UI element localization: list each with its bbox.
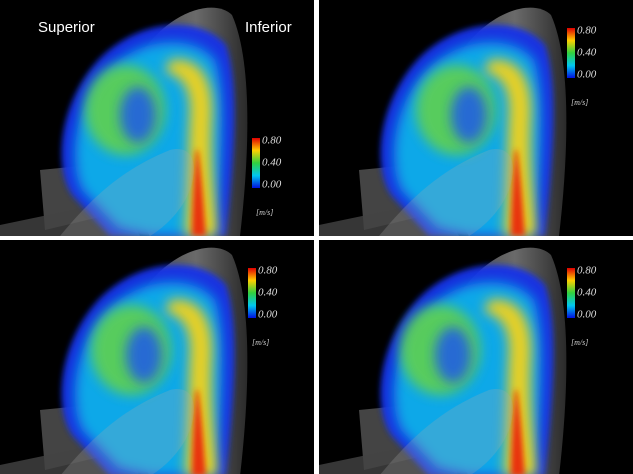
region-label: Superior: [38, 19, 95, 36]
panel: 0.80 0.40 0.00 [m/s]: [0, 240, 314, 474]
colorbar-tick-label: 0.40: [258, 287, 278, 299]
colorbar: [567, 268, 575, 318]
region-label: Inferior: [245, 19, 292, 36]
figure: Superior Inferior 0.80 0.40 0.00 [m/s] 0.80 0.4…: [0, 0, 633, 474]
colorbar-tick-label: 0.40: [262, 157, 282, 169]
flow-core: [435, 327, 471, 383]
colorbar: [567, 28, 575, 78]
colorbar-unit: [m/s]: [256, 208, 273, 217]
colorbar-tick-label: 0.80: [577, 25, 597, 37]
colorbar-unit: [m/s]: [571, 98, 588, 107]
colorbar-unit: [m/s]: [571, 338, 588, 347]
panel: 0.80 0.40 0.00 [m/s]: [319, 0, 633, 236]
panel: Superior Inferior 0.80 0.40 0.00 [m/s]: [0, 0, 314, 236]
colorbar-tick-label: 0.80: [262, 135, 282, 147]
flow-core: [451, 87, 487, 143]
colorbar-tick-label: 0.00: [262, 179, 282, 191]
colorbar: [252, 138, 260, 188]
colorbar-tick-label: 0.80: [258, 265, 278, 277]
colorbar-tick-label: 0.00: [577, 309, 597, 321]
colorbar-tick-label: 0.40: [577, 287, 597, 299]
colorbar-tick-label: 0.00: [577, 69, 597, 81]
panel: 0.80 0.40 0.00 [m/s]: [319, 240, 633, 474]
flow-core: [126, 327, 162, 383]
colorbar-tick-label: 0.00: [258, 309, 278, 321]
colorbar-tick-label: 0.40: [577, 47, 597, 59]
colorbar: [248, 268, 256, 318]
colorbar-tick-label: 0.80: [577, 265, 597, 277]
flow-core: [120, 87, 156, 143]
colorbar-unit: [m/s]: [252, 338, 269, 347]
